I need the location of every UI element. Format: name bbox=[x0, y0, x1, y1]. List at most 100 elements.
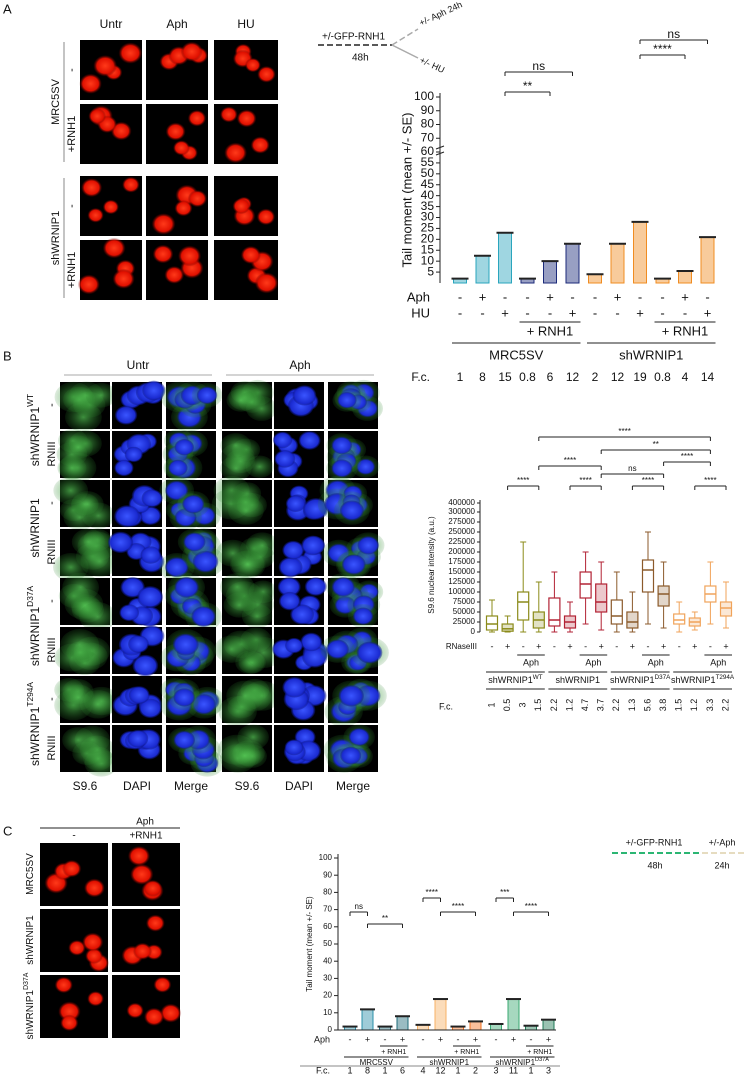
fc-label: F.c. bbox=[411, 370, 430, 384]
comet bbox=[151, 213, 176, 235]
y-tick-label: 50 bbox=[323, 939, 332, 948]
box bbox=[517, 591, 530, 621]
fc-value: 1.2 bbox=[564, 699, 574, 712]
y-tick-label: 40 bbox=[421, 188, 435, 202]
y-tick-label: 50 bbox=[421, 166, 435, 180]
cell-stain bbox=[79, 601, 116, 632]
nucleus bbox=[192, 550, 219, 573]
timeline-label: +/-Aph bbox=[709, 837, 736, 847]
panel-label: A bbox=[3, 1, 12, 16]
rnase-sign: - bbox=[678, 641, 681, 651]
rnase-sign: + bbox=[661, 641, 666, 651]
group-label-base: shWRNIP1 bbox=[610, 675, 655, 685]
nucleus bbox=[132, 654, 159, 677]
y-tick-label: 55 bbox=[421, 155, 435, 169]
column-header: +RNH1 bbox=[129, 831, 163, 842]
row-label-base: shWRNIP1 bbox=[25, 990, 36, 1040]
cell-stain bbox=[71, 491, 104, 518]
y-tick-label: 20 bbox=[421, 232, 435, 246]
nucleus bbox=[140, 546, 162, 564]
nucleus bbox=[339, 500, 364, 521]
timeline-label: +/- Aph 24h bbox=[418, 0, 464, 28]
box bbox=[579, 571, 592, 599]
fc-value: 2.2 bbox=[720, 699, 730, 712]
row-label: shWRNIP1D37A bbox=[23, 972, 35, 1039]
hu-sign: + bbox=[636, 305, 644, 320]
y-tick-label: 300000 bbox=[448, 507, 475, 516]
column-header: Aph bbox=[136, 817, 154, 828]
comet bbox=[152, 244, 174, 264]
bar bbox=[565, 243, 580, 284]
aph-sign: + bbox=[438, 1034, 443, 1044]
aph-label: Aph bbox=[648, 657, 664, 667]
cell-stain bbox=[62, 572, 100, 603]
nucleus bbox=[127, 729, 149, 748]
comet bbox=[180, 41, 203, 62]
column-header: HU bbox=[237, 17, 254, 31]
row-label: - bbox=[46, 403, 58, 407]
row-label: RNIII bbox=[46, 735, 58, 760]
nucleus bbox=[114, 405, 138, 425]
column-header: Untr bbox=[127, 358, 150, 372]
column-label: DAPI bbox=[123, 779, 151, 793]
nucleus bbox=[141, 489, 163, 508]
fc-value: 15 bbox=[498, 370, 512, 384]
y-tick-label: 0 bbox=[328, 1025, 333, 1034]
rnase-sign: - bbox=[553, 641, 556, 651]
y-tick-label: 125000 bbox=[448, 577, 475, 586]
row-label-sup: D37A bbox=[23, 972, 30, 990]
fc-value: 19 bbox=[633, 370, 647, 384]
group-label-sup: WT bbox=[25, 394, 35, 407]
nucleus bbox=[172, 633, 199, 656]
bar bbox=[542, 1019, 555, 1031]
aph-sign: - bbox=[525, 289, 529, 304]
column-label: Merge bbox=[336, 779, 370, 793]
cell-stain bbox=[241, 603, 273, 629]
timeline-label: 48h bbox=[647, 860, 662, 870]
comet bbox=[257, 65, 276, 83]
y-tick-label: 40 bbox=[323, 956, 332, 965]
group-label: MRC5SV bbox=[489, 347, 544, 362]
cell-stain bbox=[226, 680, 265, 712]
cell-stain bbox=[226, 388, 256, 412]
nucleus bbox=[338, 685, 364, 707]
significance-label: ns bbox=[355, 902, 363, 911]
bar bbox=[396, 1015, 409, 1031]
fc-value: 14 bbox=[701, 370, 715, 384]
comet bbox=[174, 200, 193, 217]
nucleus bbox=[282, 540, 305, 560]
cell-stain bbox=[63, 435, 93, 459]
fc-value: 2.2 bbox=[549, 699, 559, 712]
aph-sign: + bbox=[479, 289, 487, 304]
significance-label: **** bbox=[618, 427, 630, 436]
nucleus bbox=[341, 554, 366, 575]
fc-value: 1.5 bbox=[674, 699, 684, 712]
group-label-base: shWRNIP1 bbox=[556, 675, 601, 685]
comet bbox=[127, 845, 151, 866]
column-label: DAPI bbox=[285, 779, 313, 793]
fc-value: 2.2 bbox=[611, 699, 621, 712]
comet bbox=[79, 73, 102, 94]
comet bbox=[126, 1002, 144, 1019]
comet bbox=[85, 947, 104, 964]
box bbox=[548, 597, 561, 627]
comet bbox=[145, 914, 165, 932]
rnase-sign: - bbox=[709, 641, 712, 651]
y-tick-label: 90 bbox=[421, 103, 435, 117]
nucleus bbox=[285, 495, 306, 512]
fc-value: 0.8 bbox=[519, 370, 536, 384]
box bbox=[719, 601, 733, 617]
aph-sign: - bbox=[660, 289, 664, 304]
nucleus bbox=[340, 746, 362, 765]
y-tick-label: 60 bbox=[323, 922, 332, 931]
row-label: MRC5SV bbox=[25, 853, 36, 895]
significance-label: **** bbox=[452, 902, 464, 911]
bar bbox=[610, 243, 625, 284]
cell-stain bbox=[219, 573, 255, 601]
rnase-sign: + bbox=[630, 641, 635, 651]
row-label: +RNH1 bbox=[66, 116, 78, 152]
nucleus bbox=[300, 632, 323, 652]
aph-sign: + bbox=[681, 289, 689, 304]
y-tick-label: 35 bbox=[421, 199, 435, 213]
nucleus bbox=[196, 386, 218, 405]
